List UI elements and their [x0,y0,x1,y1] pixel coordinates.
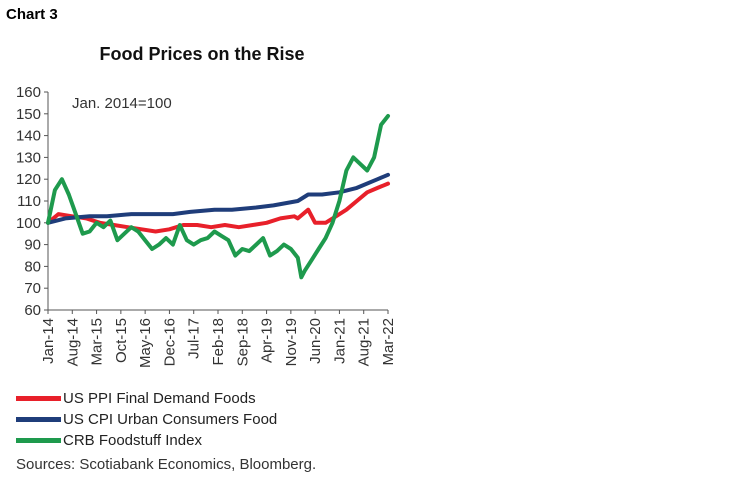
x-tick-label: Jan-21 [331,318,348,364]
x-tick-label: Jul-17 [186,318,203,359]
chart-annotation: Jan. 2014=100 [72,95,172,112]
y-tick-label: 80 [24,258,41,275]
x-tick-label: Aug-21 [356,318,373,366]
x-tick-label: May-16 [137,318,154,368]
y-tick-label: 90 [24,237,41,254]
x-tick-label: Mar-15 [89,318,106,366]
chart-title: Food Prices on the Rise [99,44,305,64]
y-tick-label: 130 [16,149,41,166]
series-line-2 [46,114,390,280]
legend-label-ppi: US PPI Final Demand Foods [63,390,256,407]
x-tick-label: Aug-14 [64,318,81,366]
legend: US PPI Final Demand Foods US CPI Urban C… [16,388,277,451]
legend-swatch-crb [16,438,61,443]
x-tick-label: Feb-18 [210,318,227,366]
y-tick-label: 70 [24,280,41,297]
y-tick-label: 140 [16,128,41,145]
legend-item-cpi: US CPI Urban Consumers Food [16,409,277,430]
x-tick-label: Jun-20 [307,318,324,364]
legend-label-cpi: US CPI Urban Consumers Food [63,411,278,428]
legend-item-ppi: US PPI Final Demand Foods [16,388,277,409]
x-tick-label: Sep-18 [234,318,251,366]
y-tick-label: 100 [16,215,41,232]
y-tick-label: 120 [16,171,41,188]
chart-label: Chart 3 [6,6,58,23]
y-tick-label: 110 [17,193,41,210]
y-tick-label: 160 [16,84,41,101]
legend-item-crb: CRB Foodstuff Index [16,430,277,451]
x-tick-label: Nov-19 [283,318,300,366]
x-tick-label: Dec-16 [161,318,178,366]
legend-label-crb: CRB Foodstuff Index [63,432,202,449]
y-tick-label: 150 [16,106,41,123]
x-tick-label: Apr-19 [259,318,276,363]
legend-swatch-cpi [16,417,61,422]
legend-swatch-ppi [16,396,61,401]
x-tick-label: Mar-22 [380,318,397,366]
y-tick-label: 60 [24,302,41,319]
source-note: Sources: Scotiabank Economics, Bloomberg… [16,456,317,473]
x-tick-label: Oct-15 [113,318,130,363]
x-tick-label: Jan-14 [40,318,57,364]
